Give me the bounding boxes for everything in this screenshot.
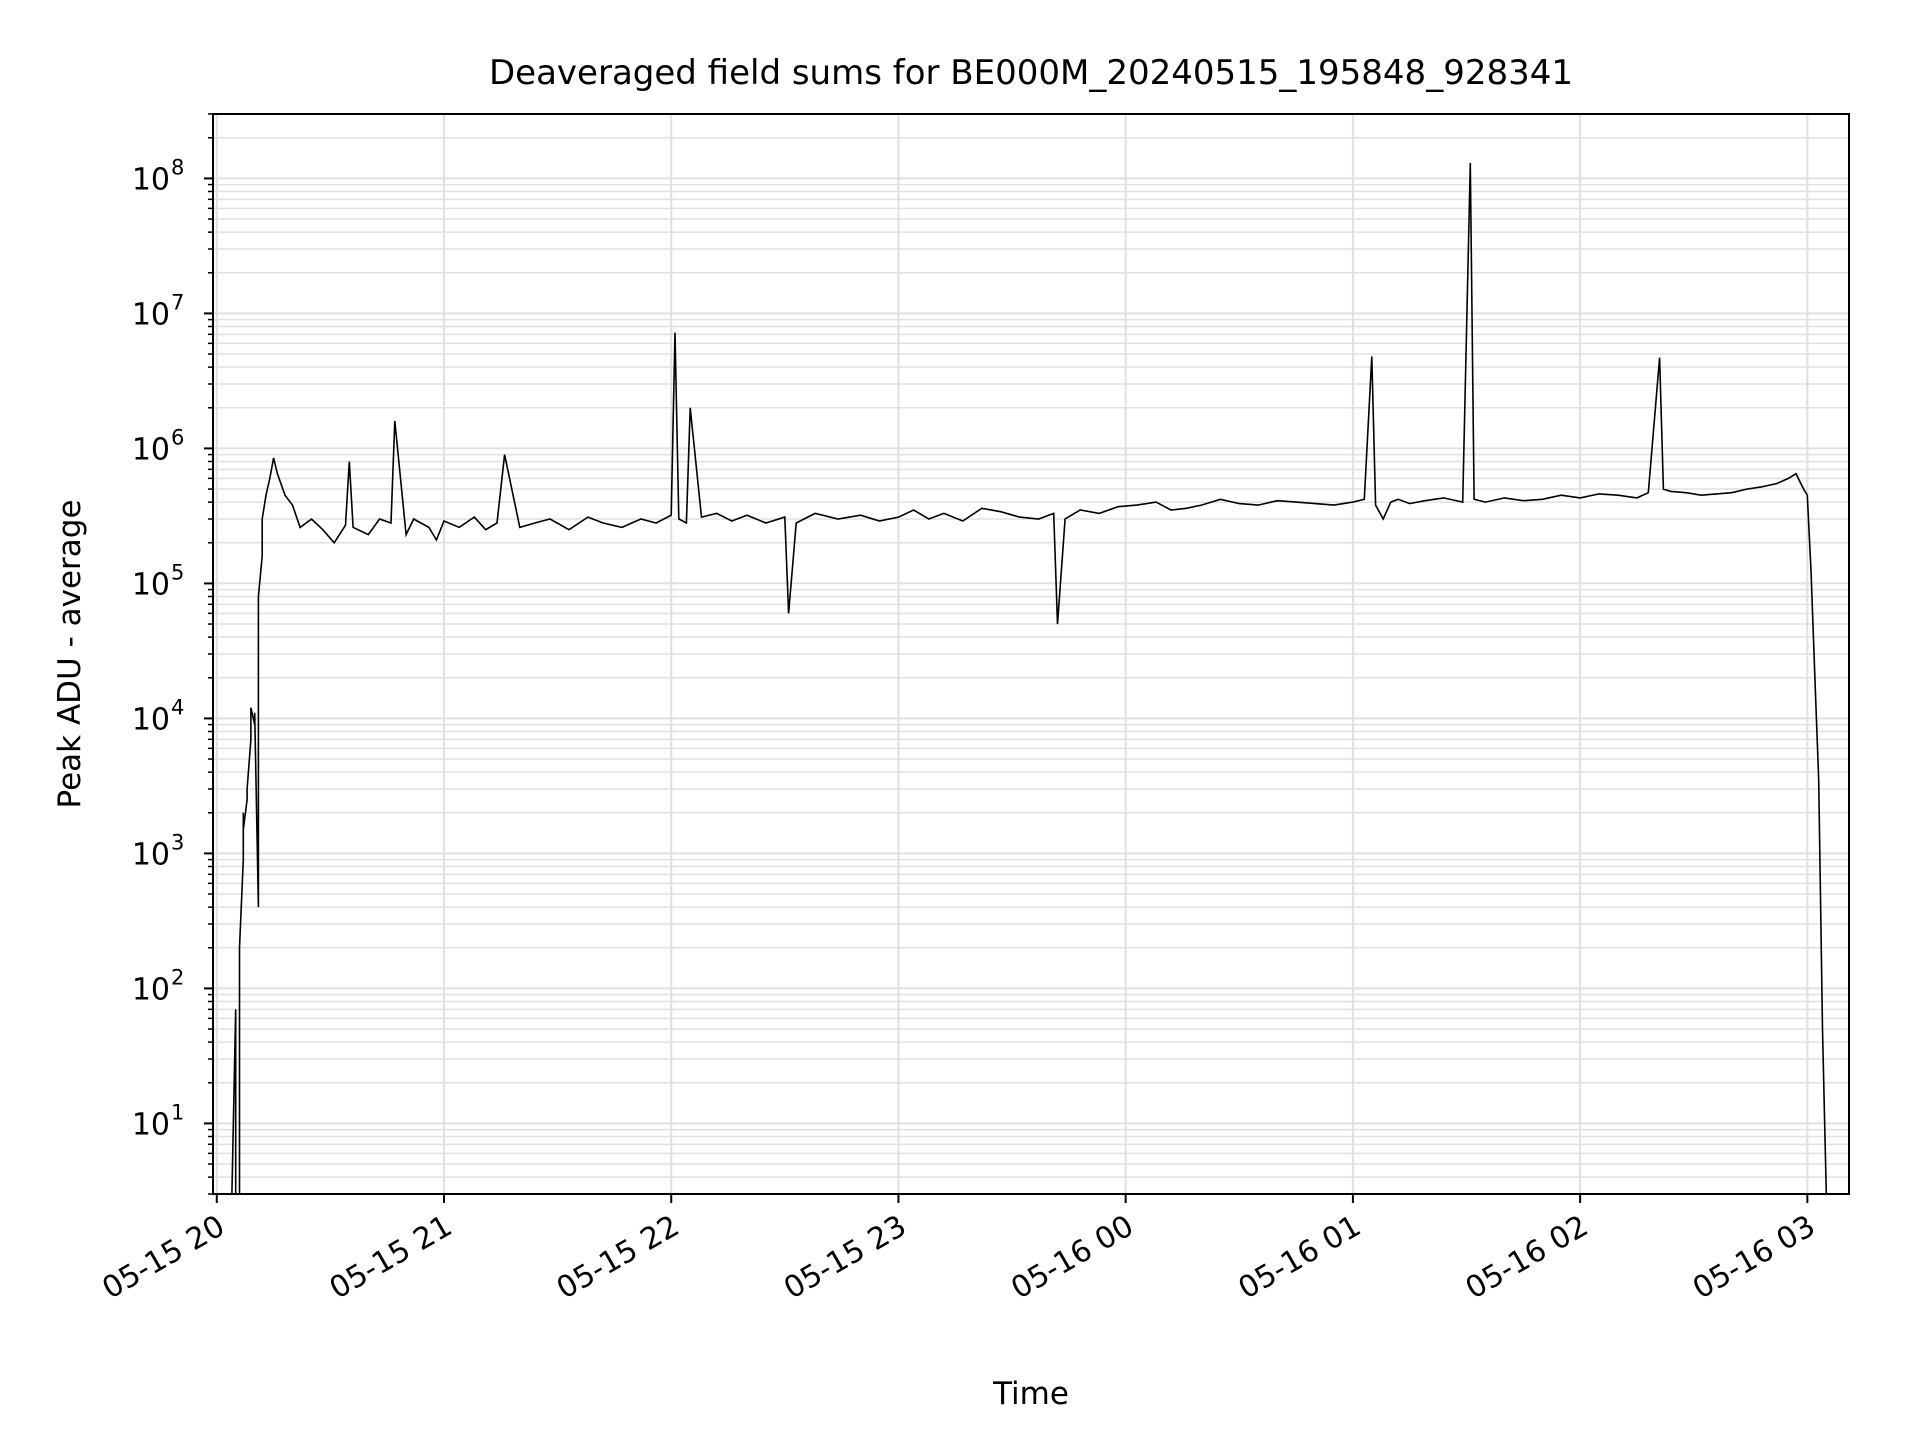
y-axis-label: Peak ADU - average (52, 499, 88, 808)
chart-title: Deaveraged field sums for BE000M_2024051… (489, 53, 1573, 93)
y-tick-exponent: 7 (171, 290, 184, 314)
x-tick-label: 05-15 23 (778, 1209, 912, 1307)
x-tick-label: 05-16 01 (1233, 1209, 1367, 1307)
minor-grid (213, 113, 1849, 1195)
y-tick-exponent: 8 (171, 155, 184, 179)
y-tick-exponent: 3 (171, 830, 184, 854)
series-layer (231, 162, 1828, 1195)
y-tick-label: 10 (132, 432, 170, 467)
x-axis-label: Time (992, 1376, 1069, 1412)
y-tick-label: 10 (132, 837, 170, 872)
y-tick-label: 10 (132, 297, 170, 332)
series-line (231, 162, 1828, 1195)
x-axis-ticks: 05-15 20 05-15 21 05-15 22 05-15 23 05-16 00… (96, 1194, 1821, 1306)
y-tick-exponent: 1 (171, 1100, 184, 1124)
x-tick-label: 05-15 21 (324, 1209, 458, 1307)
y-tick-label: 10 (132, 972, 170, 1007)
y-tick-exponent: 4 (171, 695, 184, 719)
y-tick-label: 10 (132, 1107, 170, 1142)
x-tick-label: 05-16 00 (1005, 1209, 1139, 1307)
x-tick-label: 05-16 03 (1687, 1209, 1821, 1307)
x-tick-label: 05-15 20 (96, 1209, 230, 1307)
y-tick-label: 10 (132, 162, 170, 197)
x-tick-label: 05-16 02 (1460, 1209, 1594, 1307)
major-grid (213, 114, 1849, 1194)
y-tick-exponent: 5 (171, 560, 184, 584)
x-tick-label: 05-15 22 (551, 1209, 685, 1307)
y-tick-label: 10 (132, 702, 170, 737)
y-tick-label: 10 (132, 567, 170, 602)
y-tick-exponent: 6 (171, 425, 184, 449)
y-tick-exponent: 2 (171, 965, 184, 989)
